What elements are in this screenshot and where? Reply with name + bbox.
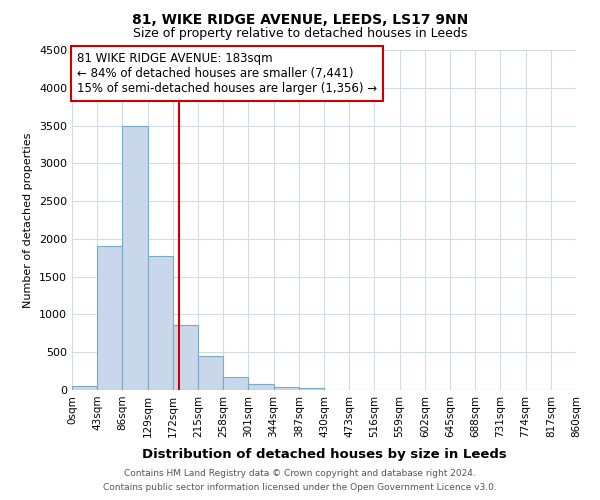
Bar <box>248 384 274 390</box>
Y-axis label: Number of detached properties: Number of detached properties <box>23 132 34 308</box>
Text: Size of property relative to detached houses in Leeds: Size of property relative to detached ho… <box>133 28 467 40</box>
Bar <box>72 386 97 390</box>
X-axis label: Distribution of detached houses by size in Leeds: Distribution of detached houses by size … <box>142 448 506 461</box>
Bar <box>274 387 299 390</box>
Text: Contains public sector information licensed under the Open Government Licence v3: Contains public sector information licen… <box>103 484 497 492</box>
Text: 81 WIKE RIDGE AVENUE: 183sqm
← 84% of detached houses are smaller (7,441)
15% of: 81 WIKE RIDGE AVENUE: 183sqm ← 84% of de… <box>77 52 377 94</box>
Bar <box>223 377 248 390</box>
Text: 81, WIKE RIDGE AVENUE, LEEDS, LS17 9NN: 81, WIKE RIDGE AVENUE, LEEDS, LS17 9NN <box>132 12 468 26</box>
Bar <box>148 256 173 390</box>
Text: Contains HM Land Registry data © Crown copyright and database right 2024.: Contains HM Land Registry data © Crown c… <box>124 468 476 477</box>
Bar <box>299 388 324 390</box>
Bar <box>97 246 122 390</box>
Bar <box>198 356 223 390</box>
Bar <box>173 325 198 390</box>
Bar <box>122 126 148 390</box>
